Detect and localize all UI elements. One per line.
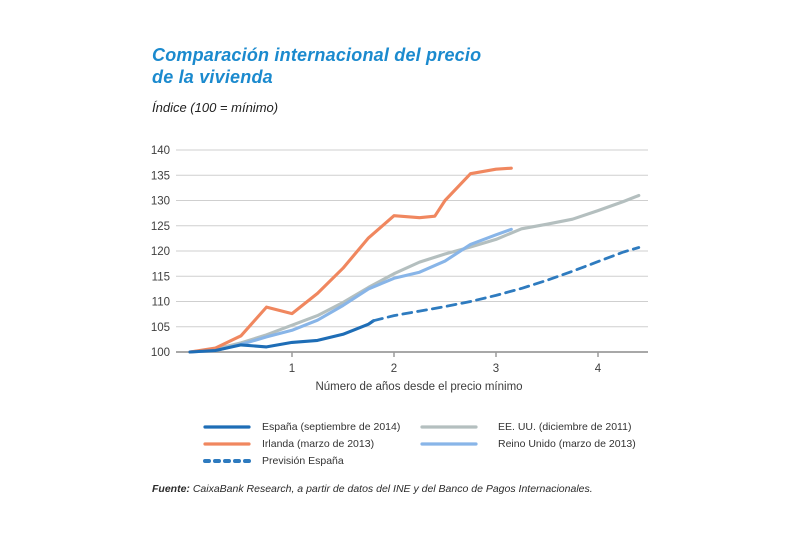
legend-item-previsi-n-espa-a: Previsión España	[203, 452, 400, 469]
legend-label-irlanda-marzo-de-2013: Irlanda (marzo de 2013)	[262, 437, 375, 450]
legend-label-espa-a-septiembre-de-2014: España (septiembre de 2014)	[262, 420, 401, 433]
y-axis-tick-label: 125	[151, 221, 170, 233]
legend-item-ee-uu-diciembre-de-2011: EE. UU. (diciembre de 2011)	[420, 418, 636, 435]
legend-label-reino-unido-marzo-de-2013: Reino Unido (marzo de 2013)	[498, 437, 636, 450]
legend-label-ee-uu-diciembre-de-2011: EE. UU. (diciembre de 2011)	[498, 420, 632, 433]
x-axis-tick-label: 4	[595, 363, 602, 375]
series-line-ee-uu-diciembre-de-2011	[188, 193, 641, 354]
y-axis-tick-label: 135	[151, 170, 170, 182]
y-axis-tick-label: 130	[151, 196, 170, 208]
source-label: Fuente:	[152, 483, 190, 495]
chart-subtitle: Índice (100 = mínimo)	[152, 100, 279, 115]
y-axis-tick-label: 115	[152, 271, 170, 283]
x-axis-tick-label: 1	[289, 363, 295, 375]
x-axis-title: Número de años desde el precio mínimo	[315, 381, 523, 393]
legend-column-left: España (septiembre de 2014) Irlanda (marz…	[203, 418, 400, 469]
legend-swatch-reino-unido-marzo-de-2013	[420, 441, 478, 446]
legend-label-previsi-n-espa-a: Previsión España	[262, 454, 344, 467]
y-axis-tick-label: 140	[151, 145, 170, 157]
x-axis-tick-label: 3	[493, 363, 499, 375]
x-axis-tick-label: 2	[391, 363, 397, 375]
series-line-reino-unido-marzo-de-2013	[188, 227, 513, 354]
chart-title: Comparación internacional del precio de …	[152, 44, 582, 88]
legend-item-reino-unido-marzo-de-2013: Reino Unido (marzo de 2013)	[420, 435, 636, 452]
legend-item-irlanda-marzo-de-2013: Irlanda (marzo de 2013)	[203, 435, 400, 452]
y-axis-tick-label: 105	[151, 322, 170, 334]
y-axis-tick-label: 110	[152, 297, 170, 309]
y-axis-tick-label: 120	[151, 246, 170, 258]
legend-swatch-espa-a-septiembre-de-2014	[203, 424, 251, 429]
legend-column-right: EE. UU. (diciembre de 2011) Reino Unido (…	[420, 418, 636, 452]
chart-title-line1: Comparación internacional del precio	[152, 45, 482, 65]
chart-title-line2: de la vivienda	[152, 67, 273, 87]
legend-item-espa-a-septiembre-de-2014: España (septiembre de 2014)	[203, 418, 400, 435]
series-line-irlanda-marzo-de-2013	[188, 166, 513, 354]
legend-swatch-previsi-n-espa-a	[203, 458, 251, 463]
source-text: CaixaBank Research, a partir de datos de…	[189, 483, 593, 495]
legend-swatch-ee-uu-diciembre-de-2011	[420, 424, 478, 429]
source-note: Fuente: CaixaBank Research, a partir de …	[152, 483, 672, 495]
legend-swatch-irlanda-marzo-de-2013	[203, 441, 251, 446]
series-line-previsi-n-espa-a	[372, 246, 641, 323]
y-axis-tick-label: 100	[151, 347, 170, 359]
series-line-espa-a-septiembre-de-2014	[188, 319, 376, 354]
